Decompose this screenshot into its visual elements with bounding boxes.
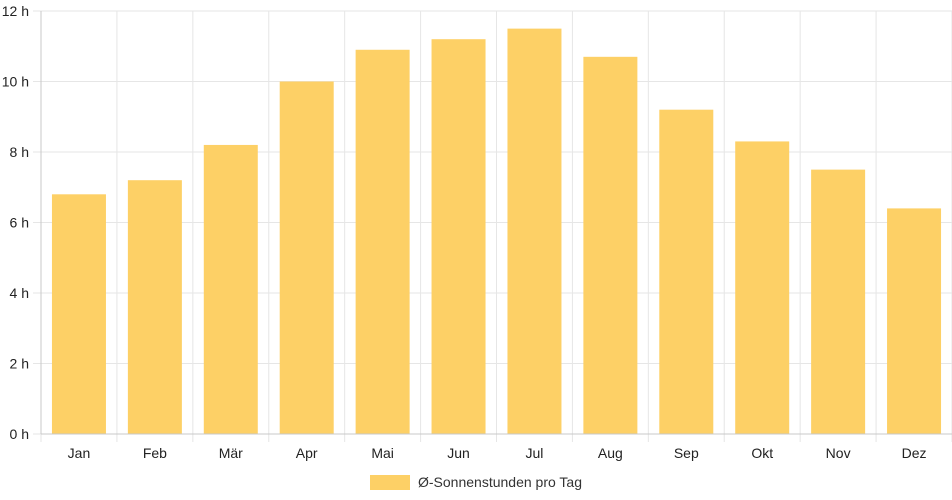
x-tick-label: Jan <box>68 445 91 461</box>
bar-jan[interactable] <box>51 194 106 434</box>
bar-sep[interactable] <box>659 109 714 434</box>
y-tick-label: 12 h <box>2 3 29 19</box>
bar-mai[interactable] <box>355 49 410 435</box>
bar-apr[interactable] <box>279 81 334 435</box>
bar-dez[interactable] <box>887 208 942 434</box>
y-tick-label: 4 h <box>10 285 29 301</box>
legend-label: Ø-Sonnenstunden pro Tag <box>418 474 582 490</box>
y-tick-label: 2 h <box>10 356 29 372</box>
x-tick-label: Nov <box>826 445 851 461</box>
x-tick-label: Dez <box>902 445 927 461</box>
y-tick-label: 8 h <box>10 144 29 160</box>
grid-lines <box>33 10 952 442</box>
x-tick-label: Apr <box>296 445 318 461</box>
bar-jul[interactable] <box>507 28 562 434</box>
x-tick-label: Sep <box>674 445 699 461</box>
y-tick-label: 0 h <box>10 426 29 442</box>
x-tick-label: Jun <box>447 445 470 461</box>
legend[interactable]: Ø-Sonnenstunden pro Tag <box>370 474 582 490</box>
y-axis-tick-labels: 0 h 2 h 4 h 6 h 8 h 10 h 12 h <box>2 3 29 442</box>
x-tick-label: Feb <box>143 445 167 461</box>
bars <box>51 28 942 435</box>
x-tick-label: Aug <box>598 445 623 461</box>
bar-nov[interactable] <box>811 169 866 434</box>
legend-swatch <box>370 475 410 490</box>
bar-mär[interactable] <box>203 144 258 434</box>
x-tick-label: Mai <box>371 445 394 461</box>
y-tick-label: 6 h <box>10 215 29 231</box>
x-axis-tick-labels: Jan Feb Mär Apr Mai Jun Jul Aug Sep Okt Nov Dez <box>68 445 927 461</box>
bar-okt[interactable] <box>735 141 790 435</box>
x-tick-label: Okt <box>751 445 773 461</box>
bar-feb[interactable] <box>127 180 182 434</box>
y-tick-label: 10 h <box>2 74 29 90</box>
x-tick-label: Mär <box>219 445 243 461</box>
axes <box>40 11 952 435</box>
x-tick-label: Jul <box>526 445 544 461</box>
bar-aug[interactable] <box>583 56 638 434</box>
bar-jun[interactable] <box>431 39 486 434</box>
